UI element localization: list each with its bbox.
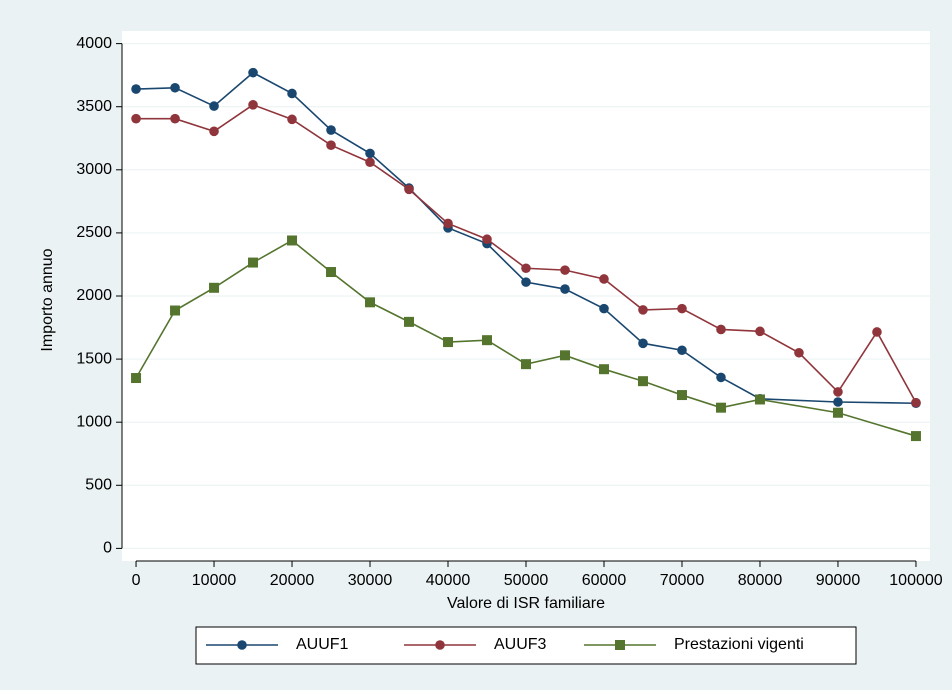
data-point (754, 394, 765, 405)
data-point (559, 350, 570, 361)
data-point (209, 126, 219, 137)
x-tick-label: 60000 (582, 572, 627, 589)
data-point (637, 376, 648, 387)
x-tick-label: 80000 (738, 572, 783, 589)
data-point (326, 140, 336, 151)
data-point (911, 397, 921, 408)
x-axis-title: Valore di ISR familiare (447, 595, 605, 612)
x-tick-label: 40000 (426, 572, 471, 589)
data-point (131, 113, 141, 124)
data-point (131, 373, 142, 384)
y-tick-label: 3500 (76, 98, 112, 115)
x-tick-label: 100000 (889, 572, 942, 589)
legend-label: Prestazioni vigenti (674, 636, 804, 653)
data-point (170, 305, 181, 316)
data-point (365, 157, 375, 168)
legend-marker (615, 640, 625, 650)
y-tick-label: 2000 (76, 287, 112, 304)
data-point (833, 397, 843, 407)
data-point (677, 303, 687, 314)
legend-label: AUUF3 (494, 636, 547, 653)
y-tick-label: 4000 (76, 35, 112, 52)
data-point (443, 218, 453, 229)
data-point (404, 316, 415, 327)
data-point (715, 402, 726, 413)
data-point (677, 345, 687, 356)
data-point (638, 338, 648, 349)
data-point (287, 235, 298, 246)
data-point (521, 277, 531, 287)
data-point (716, 324, 726, 335)
y-tick-label: 0 (103, 540, 112, 557)
data-point (326, 125, 336, 135)
data-point (521, 359, 531, 370)
x-tick-label: 90000 (816, 572, 861, 589)
data-point (404, 184, 414, 195)
x-tick-label: 10000 (192, 572, 237, 589)
data-point (598, 364, 609, 375)
data-point (248, 67, 258, 78)
data-point (638, 305, 648, 315)
data-point (209, 282, 220, 293)
x-tick-label: 30000 (348, 572, 393, 589)
y-tick-label: 2500 (76, 224, 112, 241)
data-point (443, 337, 454, 348)
x-tick-label: 0 (132, 572, 141, 589)
y-tick-label: 1500 (76, 350, 112, 367)
data-point (521, 263, 531, 274)
data-point (872, 327, 882, 337)
data-point (716, 372, 726, 383)
legend-marker (237, 640, 247, 650)
y-tick-label: 1000 (76, 413, 112, 430)
legend-label: AUUF1 (296, 636, 349, 653)
data-point (482, 335, 493, 346)
y-tick-label: 500 (85, 477, 112, 494)
x-tick-label: 20000 (270, 572, 315, 589)
data-point (560, 265, 570, 275)
legend-box (195, 626, 857, 665)
data-point (287, 88, 297, 99)
data-point (365, 297, 376, 308)
data-point (170, 82, 180, 93)
data-point (599, 303, 609, 314)
data-point (755, 326, 765, 337)
data-point (832, 407, 843, 418)
data-point (599, 274, 609, 284)
data-point (676, 390, 687, 401)
data-point (248, 257, 259, 268)
x-tick-label: 70000 (660, 572, 705, 589)
data-point (326, 267, 337, 278)
x-tick-label: 50000 (504, 572, 549, 589)
data-point (131, 84, 141, 94)
data-point (910, 431, 921, 442)
legend-marker (435, 640, 445, 650)
data-point (833, 387, 843, 397)
data-point (209, 101, 219, 111)
data-point (170, 113, 180, 124)
data-point (248, 100, 258, 110)
data-point (482, 234, 492, 245)
y-axis-title: Importo annuo (39, 248, 56, 351)
y-tick-label: 3000 (76, 161, 112, 178)
data-point (794, 347, 804, 358)
data-point (287, 114, 297, 125)
data-point (365, 148, 375, 159)
data-point (560, 284, 570, 294)
